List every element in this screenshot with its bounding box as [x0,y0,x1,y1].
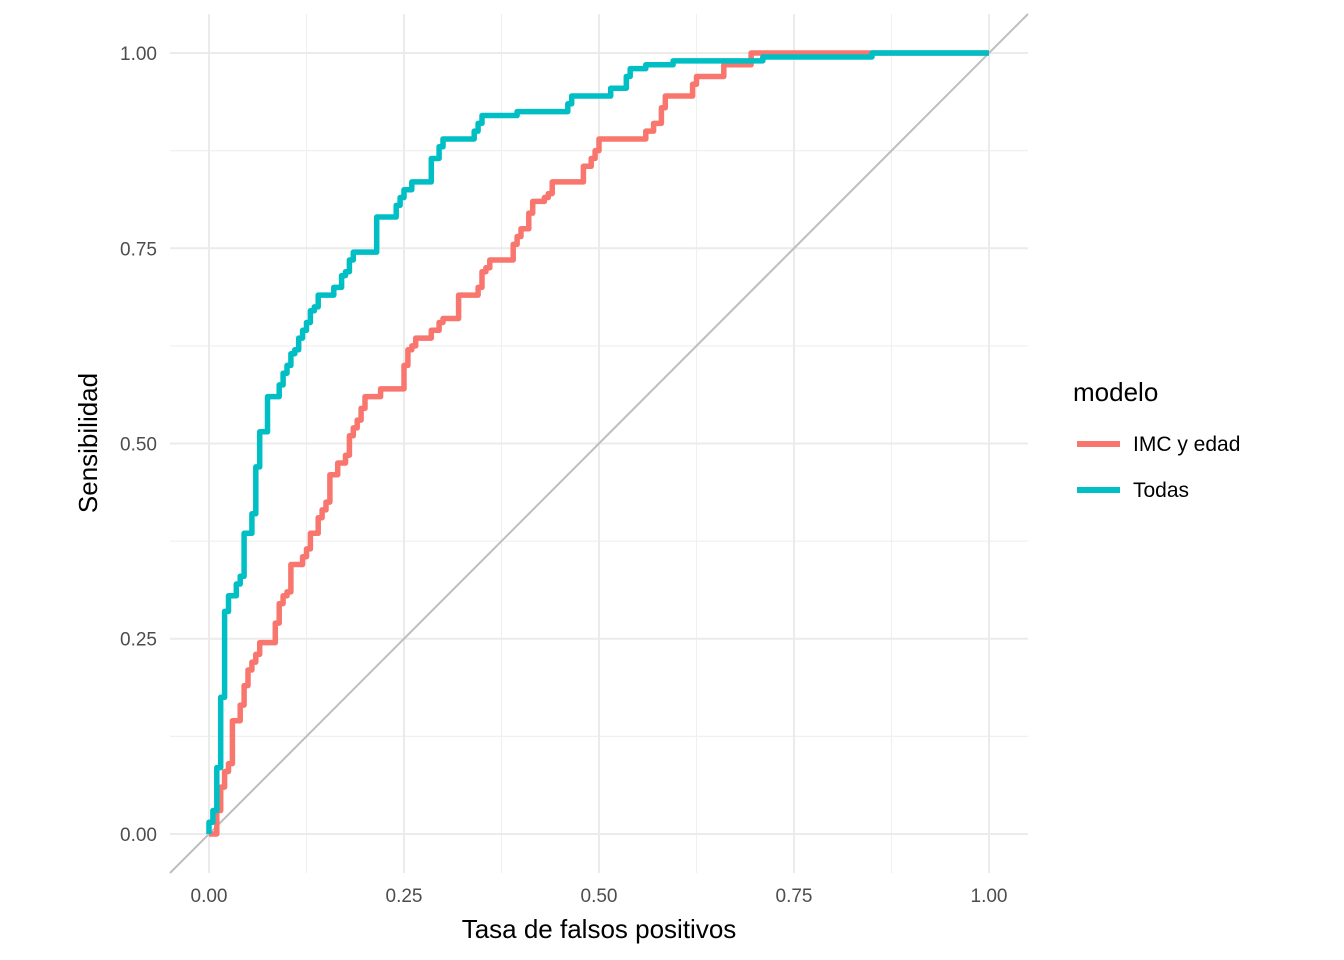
x-tick-label: 0.75 [776,886,813,907]
roc-curves [206,50,989,837]
x-tick-label: 0.25 [386,886,423,907]
series-line-imc-y-edad [209,50,989,837]
legend-label-imc-y-edad: IMC y edad [1133,433,1240,456]
series-line-todas [206,50,989,834]
diagonal-reference-line [169,13,1029,874]
y-tick-label: 1.00 [120,44,157,65]
x-axis-title: Tasa de falsos positivos [462,914,737,944]
legend-label-todas: Todas [1133,479,1189,502]
y-tick-label: 0.25 [120,630,157,651]
x-axis-tick-labels: 0.00 0.25 0.50 0.75 1.00 [191,886,1008,907]
legend: modelo IMC y edad Todas [1073,377,1240,502]
y-tick-label: 0.50 [120,435,157,456]
y-axis-title: Sensibilidad [73,373,103,513]
x-tick-label: 1.00 [971,886,1008,907]
y-tick-label: 0.75 [120,239,157,260]
y-tick-label: 0.00 [120,825,157,846]
diagonal-line [169,13,1029,874]
x-tick-label: 0.50 [581,886,618,907]
x-tick-label: 0.00 [191,886,228,907]
y-axis-tick-labels: 0.00 0.25 0.50 0.75 1.00 [120,44,157,846]
legend-title: modelo [1073,377,1158,407]
